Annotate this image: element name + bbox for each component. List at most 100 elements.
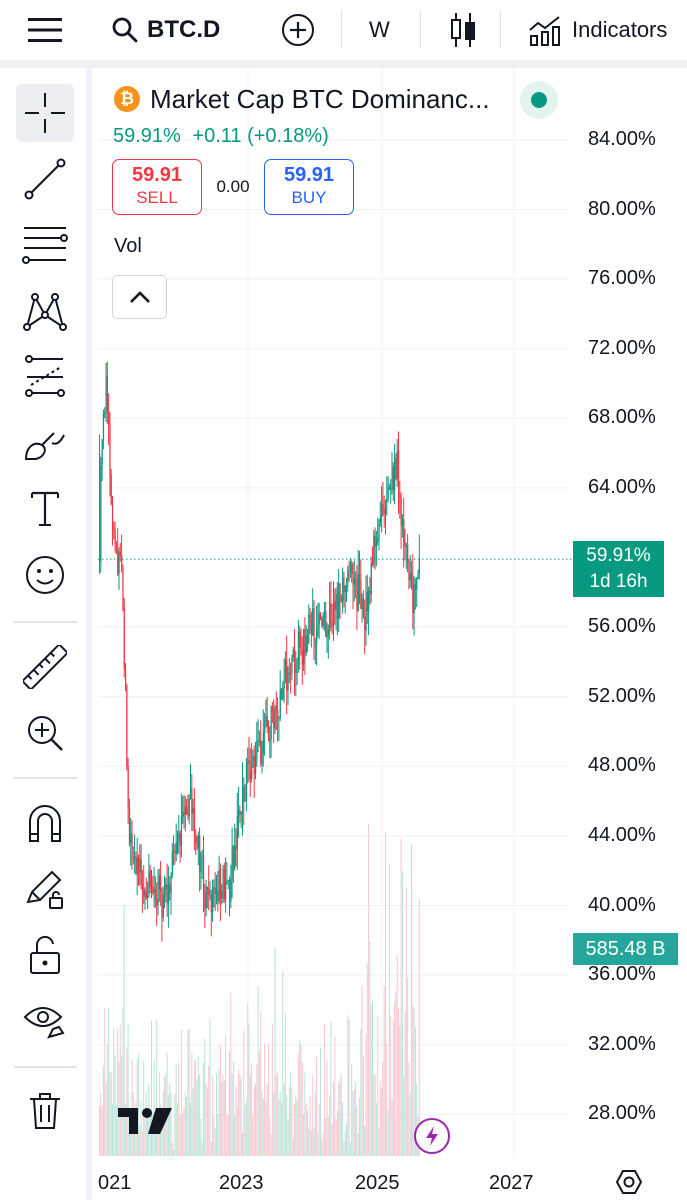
volume-bar	[391, 1099, 393, 1156]
remove-drawings-tool[interactable]	[16, 1082, 74, 1140]
candle	[122, 564, 124, 612]
tradingview-logo[interactable]	[116, 1106, 174, 1136]
candle	[257, 719, 259, 752]
volume-bar	[219, 1045, 221, 1156]
crosshair-tool[interactable]	[16, 84, 74, 142]
candle	[268, 720, 270, 742]
buy-price: 59.91	[283, 164, 335, 186]
volume-bar	[217, 1113, 219, 1156]
zoom-in-tool[interactable]	[16, 704, 74, 762]
chart-type-button[interactable]	[449, 0, 477, 60]
forecasting-tool[interactable]	[16, 348, 74, 406]
candle	[174, 843, 176, 865]
market-open-dot-icon	[531, 92, 547, 108]
candle	[164, 875, 166, 909]
volume-bar	[347, 1015, 349, 1156]
volume-bar	[303, 1113, 305, 1156]
volume-bar	[232, 1061, 234, 1156]
volume-bar	[242, 1132, 243, 1156]
volume-bar	[258, 1051, 260, 1156]
candle	[153, 866, 155, 908]
candle	[234, 823, 236, 871]
text-icon	[29, 490, 61, 528]
volume-bar	[187, 1028, 189, 1156]
candle	[342, 567, 344, 614]
candle	[182, 795, 184, 825]
candle	[307, 628, 309, 652]
volume-bar	[320, 1047, 321, 1156]
candle	[361, 593, 363, 624]
candle	[140, 844, 142, 890]
candle	[106, 361, 108, 425]
candle	[396, 439, 398, 487]
candle	[196, 834, 198, 851]
chart-settings-button[interactable]	[615, 1168, 643, 1196]
pattern-tool[interactable]	[16, 282, 74, 340]
candle	[132, 846, 134, 865]
price-change-line: 59.91% +0.11 (+0.18%)	[113, 125, 329, 148]
price-axis-label: 80.00%	[588, 197, 656, 220]
candle	[193, 787, 196, 851]
candle	[295, 651, 297, 697]
candle	[316, 605, 318, 666]
volume-bar	[357, 1132, 359, 1156]
text-tool[interactable]	[16, 480, 74, 538]
volume-bar	[301, 1062, 303, 1156]
volume-bar	[178, 1062, 180, 1156]
volume-bar	[183, 1108, 185, 1156]
candle	[188, 794, 190, 825]
volume-bar	[362, 1056, 364, 1156]
measure-tool[interactable]	[16, 638, 74, 696]
volume-bar	[299, 1039, 301, 1156]
volume-bar	[192, 1088, 194, 1156]
symbol-search-button[interactable]: BTC.D	[111, 0, 220, 60]
volume-bar	[174, 1092, 176, 1156]
icons-tool[interactable]	[16, 546, 74, 604]
candle	[167, 866, 170, 928]
volume-bar	[317, 1132, 319, 1156]
hide-drawings-tool[interactable]	[16, 992, 74, 1050]
fib-retracement-tool[interactable]	[16, 216, 74, 274]
volume-bar	[287, 1118, 289, 1156]
candle	[374, 527, 376, 570]
volume-bar	[368, 823, 370, 1156]
candle	[373, 529, 375, 568]
volume-legend[interactable]: Vol	[114, 235, 142, 257]
lock-drawings-tool[interactable]	[16, 926, 74, 984]
brush-tool[interactable]	[16, 414, 74, 472]
volume-bar	[119, 1024, 121, 1156]
volume-bar	[359, 1097, 360, 1156]
symbol-title[interactable]: ₿ Market Cap BTC Dominanc...	[114, 83, 490, 115]
volume-bar	[398, 1008, 399, 1156]
volume-bar	[318, 1103, 320, 1156]
volume-bar	[277, 1072, 279, 1156]
indicators-button[interactable]: Indicators	[528, 0, 667, 60]
candle	[303, 628, 305, 671]
magnet-mode-tool[interactable]	[16, 794, 74, 852]
buy-button[interactable]: 59.91 BUY	[264, 159, 354, 215]
volume-bar	[323, 1023, 325, 1156]
price-chart[interactable]	[98, 68, 687, 1200]
candle	[281, 688, 283, 701]
news-flash-button[interactable]	[414, 1118, 450, 1154]
market-status-button[interactable]	[520, 81, 558, 119]
volume-bar	[173, 1150, 175, 1156]
compare-symbol-button[interactable]	[281, 0, 315, 60]
lightning-icon	[424, 1125, 440, 1147]
sell-button[interactable]: 59.91 SELL	[112, 159, 202, 215]
candle	[178, 814, 180, 854]
volume-bar	[121, 1056, 123, 1156]
collapse-legend-button[interactable]	[112, 275, 167, 319]
last-price: 59.91%	[113, 125, 181, 147]
menu-icon[interactable]	[28, 0, 62, 60]
candle	[245, 757, 248, 812]
candle	[230, 864, 232, 909]
interval-button[interactable]: W	[369, 0, 390, 60]
volume-bar	[243, 1030, 245, 1156]
volume-bar	[338, 1083, 340, 1156]
candle	[255, 741, 257, 780]
trend-line-tool[interactable]	[16, 150, 74, 208]
volume-bar	[208, 1065, 210, 1156]
stay-in-drawing-mode-tool[interactable]	[16, 860, 74, 918]
volume-bar	[171, 1141, 173, 1156]
